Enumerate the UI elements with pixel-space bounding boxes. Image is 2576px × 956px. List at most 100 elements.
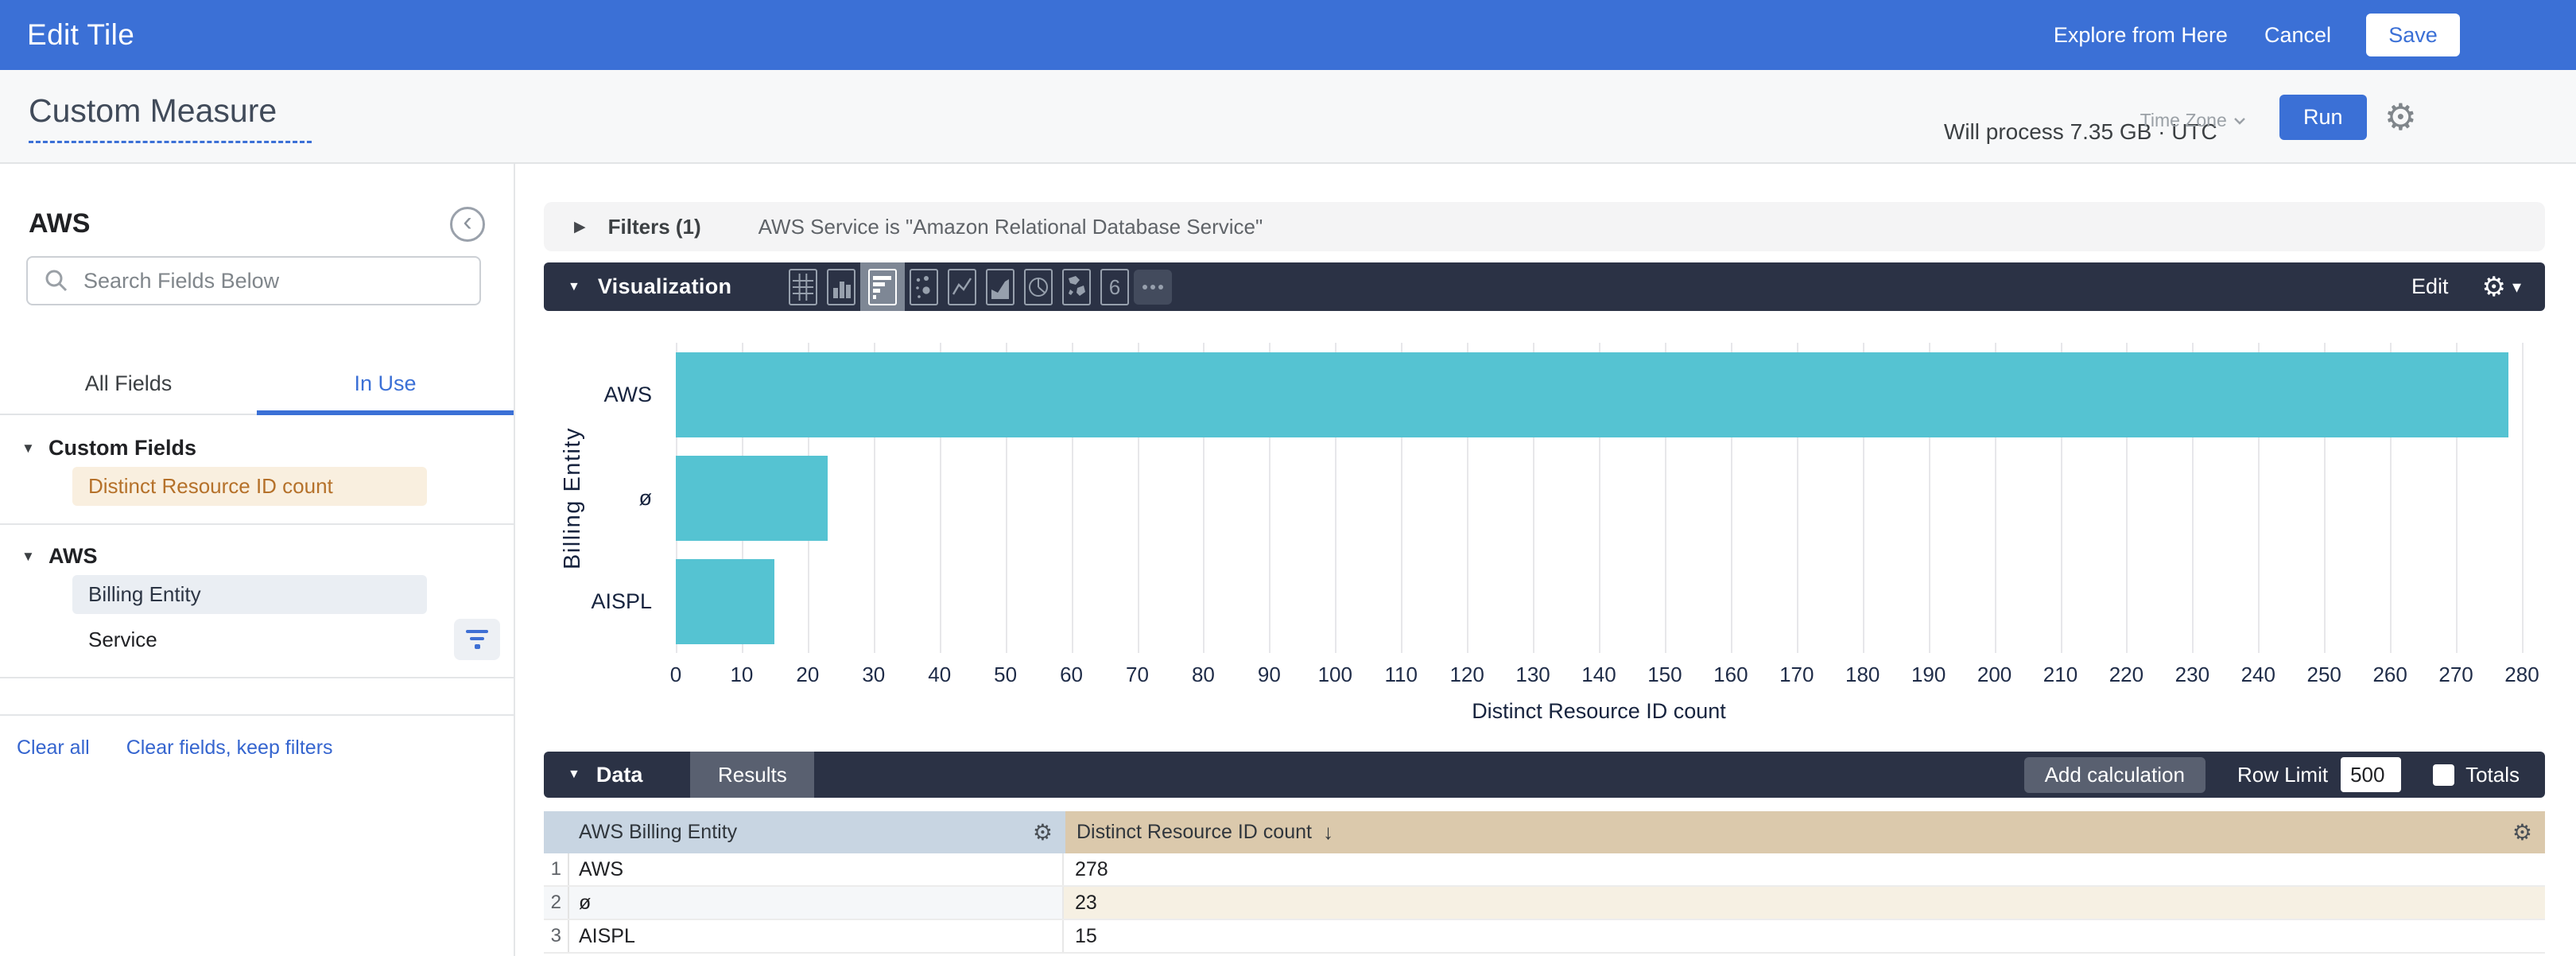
x-tick-label: 160 (1713, 663, 1748, 686)
viz-type-line-icon[interactable] (943, 262, 981, 311)
measure-column-gear-icon[interactable]: ⚙ (2512, 818, 2532, 845)
measure-cell[interactable]: 23 (1064, 887, 2545, 919)
chart-bars (676, 343, 2522, 653)
x-tick-label: 80 (1191, 663, 1215, 686)
tab-in-use[interactable]: In Use (257, 371, 514, 415)
bar-ø[interactable] (676, 455, 828, 541)
bar-AISPL[interactable] (676, 558, 775, 644)
measure-column-header[interactable]: Distinct Resource ID count ↓ ⚙ (1065, 811, 2545, 853)
field-distinct-resource-id-count[interactable]: Distinct Resource ID count (72, 467, 427, 506)
tab-all-fields[interactable]: All Fields (84, 371, 173, 395)
cancel-button[interactable]: Cancel (2264, 22, 2331, 47)
x-tick-label: 100 (1317, 663, 1352, 686)
filter-icon[interactable] (454, 619, 500, 660)
gridline (1796, 343, 1798, 653)
explore-settings-gear-icon[interactable]: ⚙ (2384, 95, 2417, 138)
gridline (1730, 343, 1732, 653)
viz-type-more-icon[interactable] (1134, 262, 1173, 311)
divider (0, 523, 514, 525)
dimension-cell[interactable]: AWS (569, 853, 1064, 885)
column-glyph (827, 268, 856, 305)
section-header-aws[interactable]: ▼ AWS (0, 544, 514, 569)
save-button[interactable]: Save (2366, 14, 2460, 56)
page-title[interactable]: Custom Measure (29, 92, 312, 143)
section-title: Custom Fields (48, 436, 197, 460)
filters-count-label[interactable]: Filters (1) (607, 214, 701, 239)
visualization-collapse-icon[interactable]: ▼ (568, 279, 580, 293)
category-label: ø (638, 485, 653, 510)
bar-chart: Billing Entity AWS ø AISPL 0 10 20 30 40 50 60 70… (544, 311, 2545, 752)
viz-type-bar-icon[interactable] (860, 262, 906, 311)
viz-type-table-icon[interactable] (784, 262, 822, 311)
explore-header: Custom Measure Time Zone Will process 7.… (0, 70, 2576, 164)
x-tick-label: 220 (2109, 663, 2144, 686)
viz-type-area-icon[interactable] (981, 262, 1019, 311)
row-limit-input[interactable] (2341, 757, 2402, 792)
add-calculation-button[interactable]: Add calculation (2023, 756, 2206, 793)
x-tick-label: 180 (1845, 663, 1880, 686)
search-input[interactable] (83, 268, 479, 293)
gridline (2324, 343, 2326, 653)
viz-type-map-icon[interactable] (1057, 262, 1096, 311)
data-collapse-icon[interactable]: ▼ (568, 768, 580, 781)
timezone-label: Time Zone (2140, 110, 2227, 130)
x-tick-label: 20 (796, 663, 820, 686)
dimension-cell[interactable]: AISPL (569, 920, 1064, 952)
field-billing-entity[interactable]: Billing Entity (72, 575, 427, 614)
results-table: AWS Billing Entity ⚙ Distinct Resource I… (544, 811, 2545, 954)
field-service[interactable]: Service (88, 628, 157, 651)
gridline (2258, 343, 2260, 653)
dimension-cell[interactable]: ø (569, 887, 1064, 919)
viz-type-scatter-icon[interactable] (905, 262, 943, 311)
gridline (939, 343, 941, 653)
x-tick-label: 0 (669, 663, 682, 686)
table-row: 3 AISPL 15 (544, 920, 2545, 954)
explore-from-here-button[interactable]: Explore from Here (2053, 22, 2228, 47)
gridline (1994, 343, 1996, 653)
clear-all-link[interactable]: Clear all (17, 736, 90, 759)
section-collapse-icon[interactable]: ▼ (21, 440, 35, 456)
clear-fields-keep-filters-link[interactable]: Clear fields, keep filters (126, 736, 333, 759)
viz-settings-caret-icon[interactable]: ▾ (2512, 276, 2521, 297)
viz-edit-button[interactable]: Edit (2411, 274, 2449, 298)
gridline (1599, 343, 1600, 653)
gridline (1862, 343, 1864, 653)
gridline (1664, 343, 1666, 653)
y-axis-category-labels: AWS ø AISPL (576, 343, 652, 653)
x-tick-label: 60 (1060, 663, 1084, 686)
explore-name: AWS (29, 208, 91, 239)
x-tick-label: 250 (2306, 663, 2341, 686)
field-search-box (26, 256, 481, 305)
viz-type-pie-icon[interactable] (1019, 262, 1057, 311)
query-info: Time Zone Will process 7.35 GB · UTC (1944, 89, 2245, 145)
tab-results[interactable]: Results (690, 752, 815, 798)
measure-cell[interactable]: 15 (1075, 925, 1097, 947)
collapse-sidebar-icon[interactable]: ‹ (450, 207, 485, 242)
row-number-cell: 3 (544, 920, 569, 952)
viz-settings-gear-icon[interactable]: ⚙ (2481, 270, 2506, 303)
dimension-column-header[interactable]: AWS Billing Entity ⚙ (569, 811, 1065, 853)
totals-checkbox[interactable] (2433, 764, 2455, 786)
viz-type-single-value-icon[interactable]: 6 (1096, 262, 1134, 311)
measure-cell[interactable]: 278 (1075, 858, 1108, 880)
divider (0, 677, 514, 678)
table-row: 2 ø 23 (544, 887, 2545, 920)
x-tick-label: 30 (862, 663, 886, 686)
timezone-dropdown[interactable]: Time Zone (2140, 110, 2246, 131)
section-collapse-icon[interactable]: ▼ (21, 548, 35, 564)
dimension-column-gear-icon[interactable]: ⚙ (1032, 818, 1053, 845)
bar-row (676, 446, 2522, 550)
data-bar: ▼ Data Results Add calculation Row Limit… (544, 752, 2545, 798)
bar-row (676, 550, 2522, 653)
table-row: 1 AWS 278 (544, 853, 2545, 887)
filters-bar[interactable]: ▶ Filters (1) AWS Service is "Amazon Rel… (544, 202, 2545, 251)
run-button[interactable]: Run (2279, 94, 2367, 140)
viz-type-column-icon[interactable] (822, 262, 860, 311)
bar-glyph (868, 268, 898, 305)
filters-expand-icon[interactable]: ▶ (574, 218, 586, 235)
bar-AWS[interactable] (676, 352, 2509, 437)
viz-bar-controls: Edit ⚙ ▾ (2411, 274, 2521, 301)
section-header-custom-fields[interactable]: ▼ Custom Fields (0, 436, 514, 461)
x-tick-label: 150 (1647, 663, 1682, 686)
